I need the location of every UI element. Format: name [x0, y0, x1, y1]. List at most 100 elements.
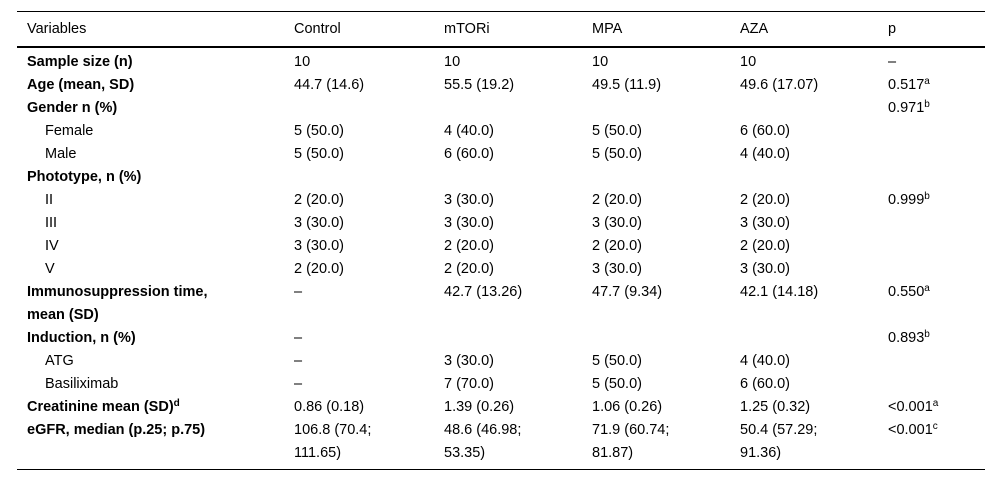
table-cell: 4 (40.0): [740, 146, 790, 162]
table-row: Female 5 (50.0) 4 (40.0) 5 (50.0) 6 (60.0): [17, 120, 985, 143]
table-cell: 3 (30.0): [444, 353, 494, 369]
cell-text: Creatinine mean (SD): [27, 399, 174, 415]
table-cell: 3 (30.0): [294, 215, 344, 231]
row-label: III: [45, 215, 58, 231]
table-cell: 42.1 (14.18): [740, 284, 819, 300]
table-cell: [444, 97, 592, 120]
table-cell: 5 (50.0): [592, 123, 642, 139]
column-header-control: Control: [294, 11, 444, 48]
table-cell: 42.7 (13.26): [444, 284, 523, 300]
table-cell: 6 (60.0): [444, 146, 494, 162]
table-cell: –: [294, 330, 303, 346]
table-cell: 49.5 (11.9): [592, 77, 662, 93]
table-cell: [888, 350, 985, 373]
table-cell: 10: [444, 54, 461, 70]
column-header-p: p: [888, 11, 985, 48]
table-cell: [592, 97, 740, 120]
table-cell: 10: [740, 54, 757, 70]
footnote-marker: a: [924, 283, 930, 295]
table-cell: <0.001c: [888, 419, 985, 470]
row-label: eGFR, median (p.25; p.75): [27, 422, 206, 438]
row-label: Induction, n (%): [27, 330, 136, 346]
row-label: Phototype, n (%): [27, 169, 142, 185]
table-row: Induction, n (%) – 0.893b: [17, 327, 985, 350]
table-cell: –: [294, 353, 303, 369]
table-cell: 50.4 (57.29; 91.36): [740, 422, 818, 461]
table-row: Creatinine mean (SD)d 0.86 (0.18) 1.39 (0.…: [17, 396, 985, 419]
table-header: Variables Control mTORi MPA AZA p: [17, 11, 985, 48]
table-cell: 55.5 (19.2): [444, 77, 515, 93]
table-cell: [888, 373, 985, 396]
table-container: Variables Control mTORi MPA AZA p Sample…: [17, 11, 985, 470]
table-cell: 5 (50.0): [294, 123, 344, 139]
table-cell: [888, 120, 985, 143]
table-cell: 1.06 (0.26): [592, 399, 663, 415]
clinical-characteristics-table: Variables Control mTORi MPA AZA p Sample…: [17, 11, 985, 470]
table-cell: [444, 166, 592, 189]
table-cell: 4 (40.0): [444, 123, 494, 139]
table-cell: 2 (20.0): [592, 238, 642, 254]
table-cell: –: [888, 54, 897, 70]
row-label: Immunosuppression time, mean (SD): [27, 284, 208, 323]
table-cell: 0.971b: [888, 97, 985, 120]
cell-text: 0.550: [888, 284, 925, 300]
footnote-marker: b: [924, 99, 930, 111]
footnote-marker: c: [932, 421, 938, 433]
table-cell: 2 (20.0): [740, 238, 790, 254]
table-cell: 2 (20.0): [294, 261, 344, 277]
table-cell: 2 (20.0): [592, 192, 642, 208]
table-row: Phototype, n (%): [17, 166, 985, 189]
row-label: Basiliximab: [45, 376, 119, 392]
column-header-mtori: mTORi: [444, 11, 592, 48]
table-cell: [888, 258, 985, 281]
row-label: Female: [45, 123, 94, 139]
table-cell: [888, 235, 985, 258]
table-row: eGFR, median (p.25; p.75) 106.8 (70.4; 11…: [17, 419, 985, 470]
table-cell: 3 (30.0): [444, 192, 494, 208]
table-cell: <0.001a: [888, 396, 985, 419]
cell-text: 0.999: [888, 192, 925, 208]
table-cell: [740, 166, 888, 189]
table-cell: 5 (50.0): [592, 376, 642, 392]
column-header-mpa: MPA: [592, 11, 740, 48]
cell-text: 0.517: [888, 77, 925, 93]
table-cell: 49.6 (17.07): [740, 77, 819, 93]
table-cell: 6 (60.0): [740, 376, 790, 392]
table-cell: 6 (60.0): [740, 123, 790, 139]
table-cell: 3 (30.0): [444, 215, 494, 231]
table-cell: 2 (20.0): [294, 192, 344, 208]
cell-text: 0.893: [888, 330, 925, 346]
cell-text: <0.001: [888, 422, 933, 438]
column-header-variables: Variables: [17, 11, 294, 48]
table-cell: 5 (50.0): [592, 353, 642, 369]
row-label: II: [45, 192, 54, 208]
table-cell: 2 (20.0): [740, 192, 790, 208]
table-cell: [294, 97, 444, 120]
table-cell: 48.6 (46.98; 53.35): [444, 422, 522, 461]
table-row: IV 3 (30.0) 2 (20.0) 2 (20.0) 2 (20.0): [17, 235, 985, 258]
table-cell: 3 (30.0): [740, 215, 790, 231]
table-cell: 5 (50.0): [294, 146, 344, 162]
table-row: II 2 (20.0) 3 (30.0) 2 (20.0) 2 (20.0) 0.999b: [17, 189, 985, 212]
cell-text: <0.001: [888, 399, 933, 415]
table-cell: [888, 166, 985, 189]
table-row: V 2 (20.0) 2 (20.0) 3 (30.0) 3 (30.0): [17, 258, 985, 281]
table-cell: 3 (30.0): [294, 238, 344, 254]
table-cell: [740, 97, 888, 120]
table-cell: 0.517a: [888, 74, 985, 97]
cell-text: 0.971: [888, 100, 925, 116]
table-cell: [444, 327, 592, 350]
table-cell: 3 (30.0): [592, 261, 642, 277]
table-row: Immunosuppression time, mean (SD) – 42.7 (…: [17, 281, 985, 327]
table-cell: [888, 212, 985, 235]
footnote-marker: d: [173, 398, 180, 410]
footnote-marker: a: [924, 76, 930, 88]
table-cell: [592, 166, 740, 189]
table-cell: 3 (30.0): [592, 215, 642, 231]
table-cell: 47.7 (9.34): [592, 284, 663, 300]
table-cell: 2 (20.0): [444, 238, 494, 254]
table-cell: 10: [294, 54, 311, 70]
row-label: IV: [45, 238, 59, 254]
table-cell: 0.999b: [888, 189, 985, 212]
header-row: Variables Control mTORi MPA AZA p: [17, 11, 985, 48]
